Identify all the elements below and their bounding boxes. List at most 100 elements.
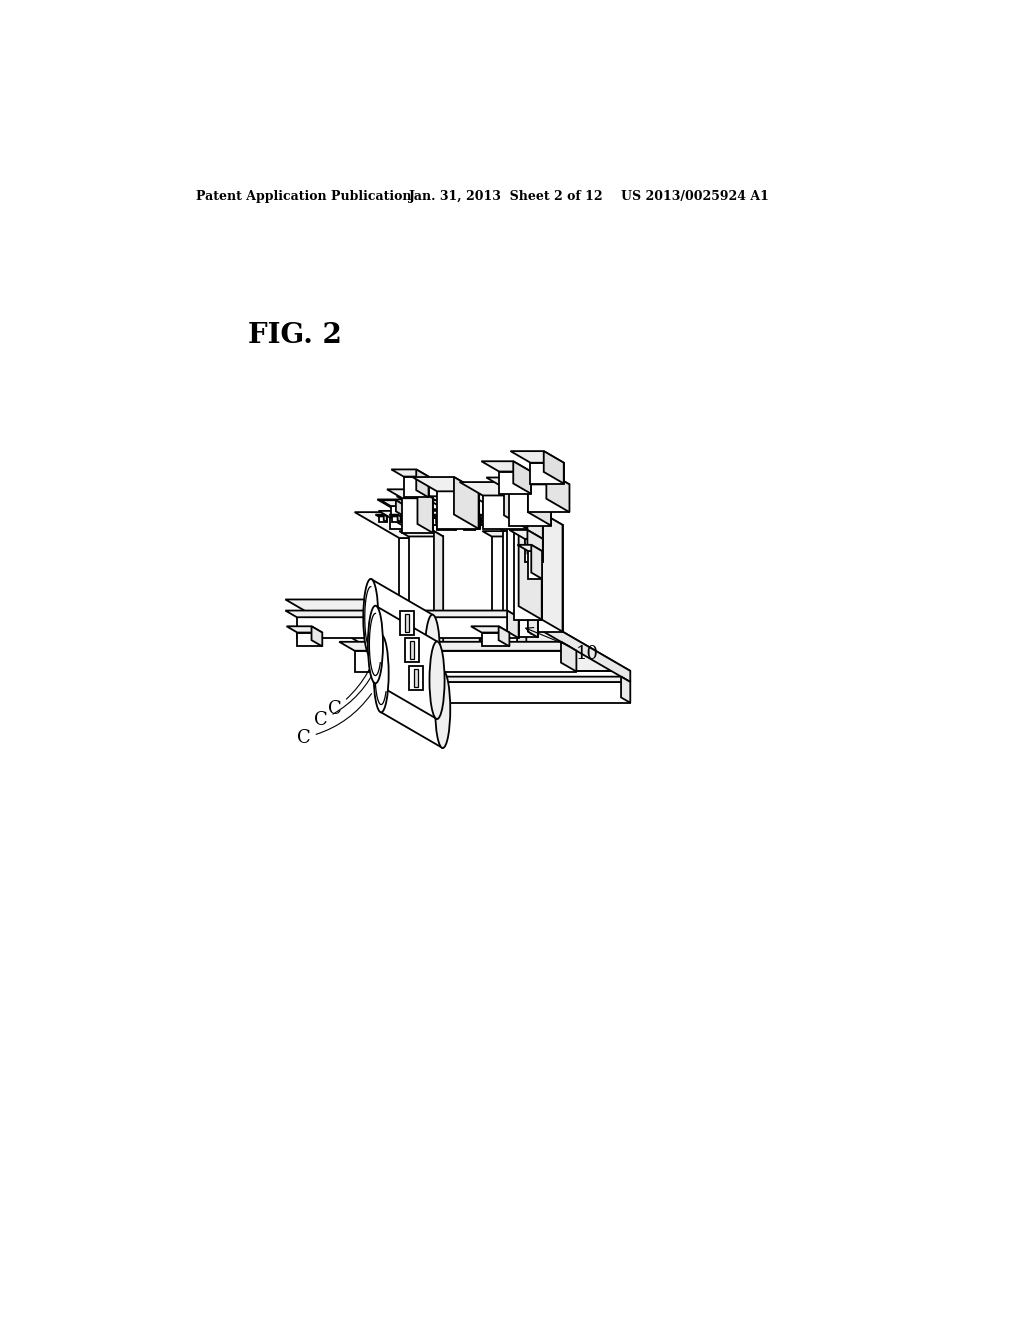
- Text: Patent Application Publication: Patent Application Publication: [196, 190, 412, 203]
- Polygon shape: [396, 500, 406, 517]
- Polygon shape: [464, 516, 467, 525]
- Polygon shape: [497, 494, 539, 503]
- Polygon shape: [464, 517, 480, 529]
- Polygon shape: [354, 651, 577, 672]
- Polygon shape: [424, 510, 456, 516]
- Polygon shape: [439, 506, 455, 517]
- Polygon shape: [475, 516, 483, 521]
- Polygon shape: [420, 516, 428, 521]
- Polygon shape: [392, 516, 400, 521]
- Polygon shape: [311, 626, 323, 647]
- Polygon shape: [443, 510, 456, 531]
- Polygon shape: [493, 494, 507, 516]
- Polygon shape: [438, 517, 457, 529]
- Polygon shape: [399, 677, 631, 682]
- Polygon shape: [450, 516, 453, 525]
- Polygon shape: [407, 516, 415, 521]
- Polygon shape: [528, 550, 542, 578]
- Polygon shape: [297, 618, 518, 638]
- Polygon shape: [453, 515, 456, 521]
- Polygon shape: [481, 461, 531, 471]
- Polygon shape: [482, 531, 526, 536]
- Polygon shape: [524, 513, 543, 541]
- Ellipse shape: [435, 671, 451, 748]
- Polygon shape: [445, 511, 457, 529]
- Polygon shape: [396, 496, 424, 502]
- Polygon shape: [509, 506, 543, 513]
- Polygon shape: [499, 471, 531, 494]
- Polygon shape: [472, 515, 483, 516]
- Polygon shape: [421, 500, 431, 517]
- Polygon shape: [517, 545, 542, 550]
- Polygon shape: [511, 451, 564, 463]
- Polygon shape: [402, 498, 433, 533]
- Polygon shape: [417, 515, 428, 516]
- Polygon shape: [456, 516, 467, 517]
- Polygon shape: [439, 515, 442, 521]
- Polygon shape: [481, 632, 509, 647]
- Polygon shape: [384, 515, 387, 521]
- Polygon shape: [286, 611, 518, 618]
- Polygon shape: [527, 506, 543, 541]
- Polygon shape: [406, 502, 424, 516]
- Polygon shape: [457, 496, 471, 502]
- Polygon shape: [472, 517, 480, 525]
- Polygon shape: [469, 516, 480, 517]
- Ellipse shape: [429, 642, 444, 719]
- Polygon shape: [379, 516, 387, 521]
- Polygon shape: [492, 536, 526, 671]
- Polygon shape: [507, 611, 518, 638]
- Polygon shape: [518, 499, 562, 631]
- Polygon shape: [531, 545, 542, 578]
- Polygon shape: [437, 491, 478, 529]
- Polygon shape: [371, 579, 432, 692]
- Polygon shape: [492, 516, 495, 525]
- Polygon shape: [469, 511, 480, 529]
- Polygon shape: [409, 682, 631, 702]
- Polygon shape: [389, 515, 400, 516]
- Polygon shape: [392, 510, 428, 516]
- Polygon shape: [444, 517, 453, 525]
- Polygon shape: [460, 482, 527, 495]
- Polygon shape: [431, 517, 439, 525]
- Polygon shape: [457, 490, 475, 502]
- Polygon shape: [500, 517, 509, 525]
- Polygon shape: [505, 471, 569, 484]
- Polygon shape: [391, 506, 406, 517]
- Polygon shape: [468, 500, 478, 517]
- Polygon shape: [486, 478, 551, 491]
- Polygon shape: [511, 503, 539, 516]
- Polygon shape: [514, 520, 542, 619]
- Polygon shape: [434, 531, 443, 671]
- Polygon shape: [465, 494, 479, 516]
- Polygon shape: [410, 642, 414, 659]
- Polygon shape: [391, 470, 429, 477]
- Polygon shape: [396, 511, 409, 529]
- Polygon shape: [528, 525, 538, 638]
- Polygon shape: [477, 516, 480, 525]
- Polygon shape: [442, 496, 452, 516]
- Polygon shape: [444, 500, 455, 517]
- Polygon shape: [454, 500, 478, 506]
- Polygon shape: [418, 490, 433, 533]
- Polygon shape: [387, 490, 433, 498]
- Polygon shape: [412, 515, 415, 521]
- Polygon shape: [509, 491, 551, 525]
- Polygon shape: [528, 484, 569, 512]
- Polygon shape: [427, 511, 457, 517]
- Polygon shape: [530, 463, 564, 483]
- Polygon shape: [354, 512, 479, 539]
- Polygon shape: [530, 506, 542, 619]
- Polygon shape: [447, 516, 456, 521]
- Polygon shape: [466, 502, 471, 516]
- Polygon shape: [561, 642, 577, 672]
- Polygon shape: [507, 513, 542, 619]
- Polygon shape: [399, 531, 443, 536]
- Polygon shape: [376, 606, 437, 719]
- Polygon shape: [406, 500, 431, 506]
- Polygon shape: [441, 516, 453, 517]
- Polygon shape: [528, 478, 551, 525]
- Polygon shape: [421, 525, 562, 631]
- Text: C: C: [314, 665, 378, 729]
- Polygon shape: [436, 516, 439, 525]
